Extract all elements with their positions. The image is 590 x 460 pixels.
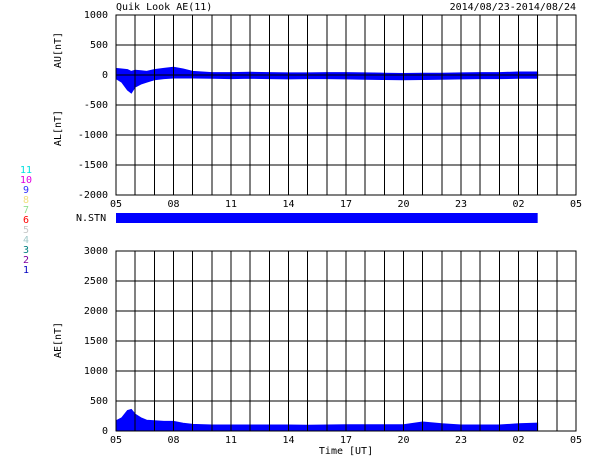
y-axis-title: AL[nT] (53, 110, 64, 146)
station-bar (116, 213, 538, 223)
station-count-label: 11 (20, 165, 32, 176)
station-count-label: 6 (23, 215, 29, 226)
x-axis-title: Time [UT] (319, 446, 373, 457)
y-tick-label: 2500 (84, 276, 108, 287)
y-tick-label: 1000 (84, 366, 108, 377)
station-count-label: 8 (23, 195, 29, 206)
x-tick-label: 11 (225, 199, 237, 210)
station-count-label: 9 (23, 185, 29, 196)
y-tick-label: 500 (90, 40, 108, 51)
station-count-label: 3 (23, 245, 29, 256)
y-axis-title: AE[nT] (53, 322, 64, 358)
x-tick-label: 05 (110, 435, 122, 446)
station-label: N.STN (76, 213, 106, 224)
y-tick-label: 0 (102, 70, 108, 81)
station-count-label: 2 (23, 255, 29, 266)
date-range: 2014/08/23-2014/08/24 (450, 2, 576, 13)
y-tick-label: 3000 (84, 246, 108, 257)
station-count-label: 1 (23, 265, 29, 276)
x-tick-label: 23 (455, 199, 467, 210)
y-tick-label: 2000 (84, 306, 108, 317)
x-tick-label: 08 (167, 199, 179, 210)
x-tick-label: 20 (397, 435, 409, 446)
station-count-label: 7 (23, 205, 29, 216)
station-count-label: 5 (23, 225, 29, 236)
y-tick-label: -1000 (78, 130, 108, 141)
y-tick-label: -2000 (78, 190, 108, 201)
y-axis-title: AU[nT] (53, 32, 64, 68)
x-tick-label: 02 (512, 435, 524, 446)
x-tick-label: 11 (225, 435, 237, 446)
x-tick-label: 14 (282, 199, 294, 210)
station-count-label: 4 (23, 235, 29, 246)
x-tick-label: 17 (340, 435, 352, 446)
y-tick-label: -500 (84, 100, 108, 111)
y-tick-label: 1500 (84, 336, 108, 347)
x-tick-label: 08 (167, 435, 179, 446)
x-tick-label: 14 (282, 435, 294, 446)
x-tick-label: 05 (570, 199, 582, 210)
x-tick-label: 05 (570, 435, 582, 446)
y-tick-label: 0 (102, 426, 108, 437)
chart-title: Quik Look AE(11) (116, 2, 212, 13)
x-tick-label: 02 (512, 199, 524, 210)
y-tick-label: 500 (90, 396, 108, 407)
station-count-label: 10 (20, 175, 32, 186)
y-tick-label: -1500 (78, 160, 108, 171)
x-tick-label: 17 (340, 199, 352, 210)
x-tick-label: 23 (455, 435, 467, 446)
x-tick-label: 20 (397, 199, 409, 210)
y-tick-label: 1000 (84, 10, 108, 21)
x-tick-label: 05 (110, 199, 122, 210)
